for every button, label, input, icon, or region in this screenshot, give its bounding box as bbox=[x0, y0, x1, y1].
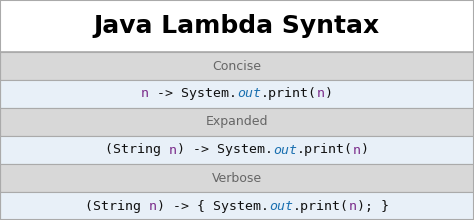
Text: Verbose: Verbose bbox=[212, 172, 262, 185]
FancyBboxPatch shape bbox=[0, 164, 474, 192]
Text: n: n bbox=[317, 88, 325, 101]
Text: .print(: .print( bbox=[293, 200, 349, 213]
Text: -> System.: -> System. bbox=[149, 88, 237, 101]
Text: n: n bbox=[169, 143, 177, 156]
Text: n: n bbox=[141, 88, 149, 101]
Text: ) -> System.: ) -> System. bbox=[177, 143, 273, 156]
Text: .print(: .print( bbox=[261, 88, 317, 101]
Text: .print(: .print( bbox=[297, 143, 353, 156]
FancyBboxPatch shape bbox=[0, 136, 474, 164]
Text: Java Lambda Syntax: Java Lambda Syntax bbox=[94, 14, 380, 38]
Text: n: n bbox=[353, 143, 361, 156]
FancyBboxPatch shape bbox=[0, 52, 474, 80]
Text: out: out bbox=[237, 88, 261, 101]
Text: n: n bbox=[349, 200, 357, 213]
Text: out: out bbox=[269, 200, 293, 213]
Text: ); }: ); } bbox=[357, 200, 389, 213]
FancyBboxPatch shape bbox=[0, 80, 474, 108]
FancyBboxPatch shape bbox=[0, 108, 474, 136]
Text: (String: (String bbox=[85, 200, 149, 213]
Text: Expanded: Expanded bbox=[206, 116, 268, 128]
FancyBboxPatch shape bbox=[0, 0, 474, 52]
Text: ): ) bbox=[361, 143, 369, 156]
Text: Concise: Concise bbox=[212, 59, 262, 73]
Text: out: out bbox=[273, 143, 297, 156]
Text: n: n bbox=[149, 200, 157, 213]
Text: (String: (String bbox=[105, 143, 169, 156]
Text: ) -> { System.: ) -> { System. bbox=[157, 200, 269, 213]
FancyBboxPatch shape bbox=[0, 192, 474, 220]
Text: ): ) bbox=[325, 88, 333, 101]
